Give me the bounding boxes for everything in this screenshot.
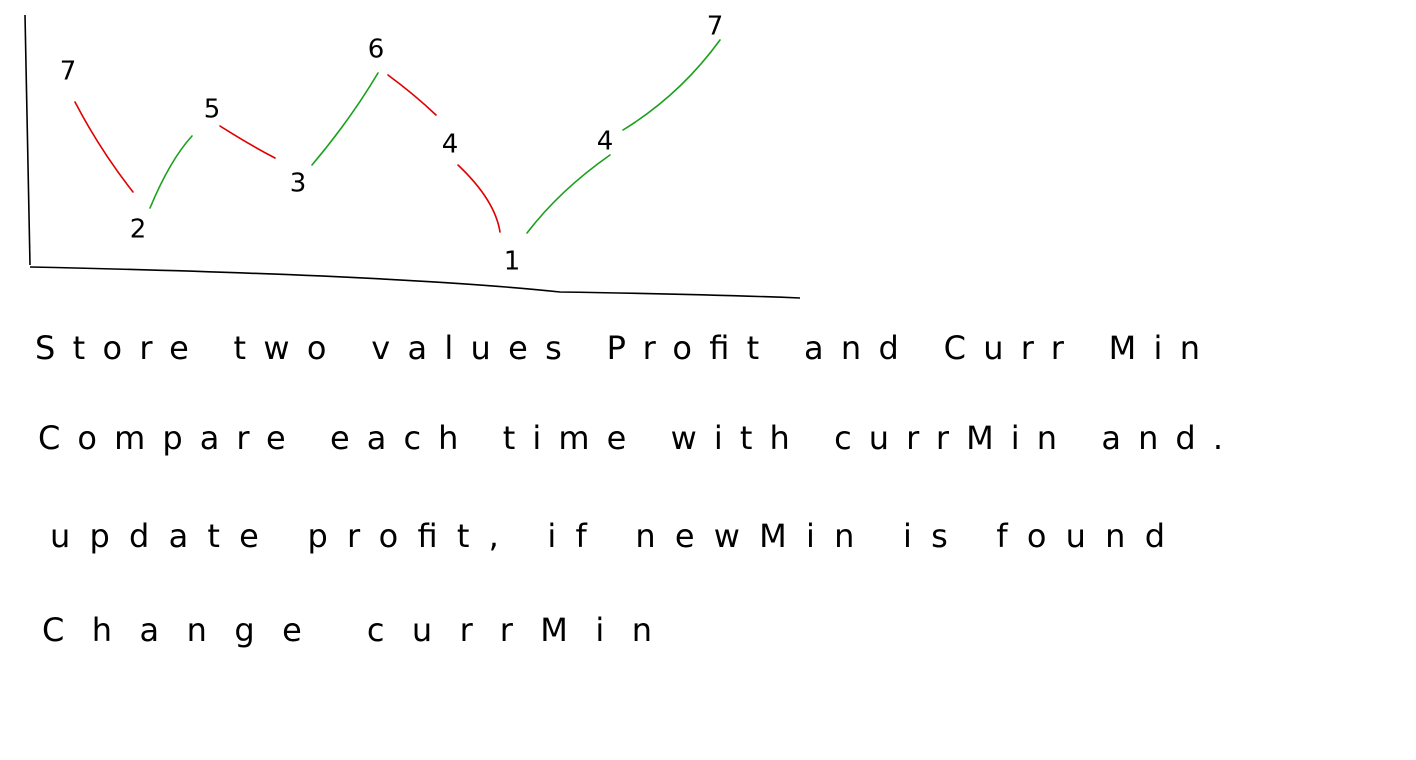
vertical-axis [24,14,31,266]
rising-segment [526,154,611,234]
rising-segment [311,72,379,166]
note-line: update profit, if newMin is found [50,517,1165,555]
rising-segment [149,135,193,209]
point-label: 2 [130,215,147,245]
rising-segment [622,39,721,131]
point-label: 3 [290,169,307,199]
falling-segment [457,164,501,233]
note-line: Store two values Profit and Curr Min [35,329,1200,367]
point-label: 5 [204,95,221,125]
point-label: 7 [707,12,724,42]
point-label: 4 [442,130,459,160]
point-label: 4 [597,127,614,157]
falling-segment [74,101,134,193]
note-line: Compare each time with currMin and. [38,419,1223,457]
point-label: 7 [60,57,77,87]
falling-segment [219,125,276,159]
horizontal-axis [29,266,801,299]
point-label: 1 [504,247,521,277]
note-line: Change currMin [42,611,652,649]
point-label: 6 [368,35,385,65]
falling-segment [387,74,437,116]
